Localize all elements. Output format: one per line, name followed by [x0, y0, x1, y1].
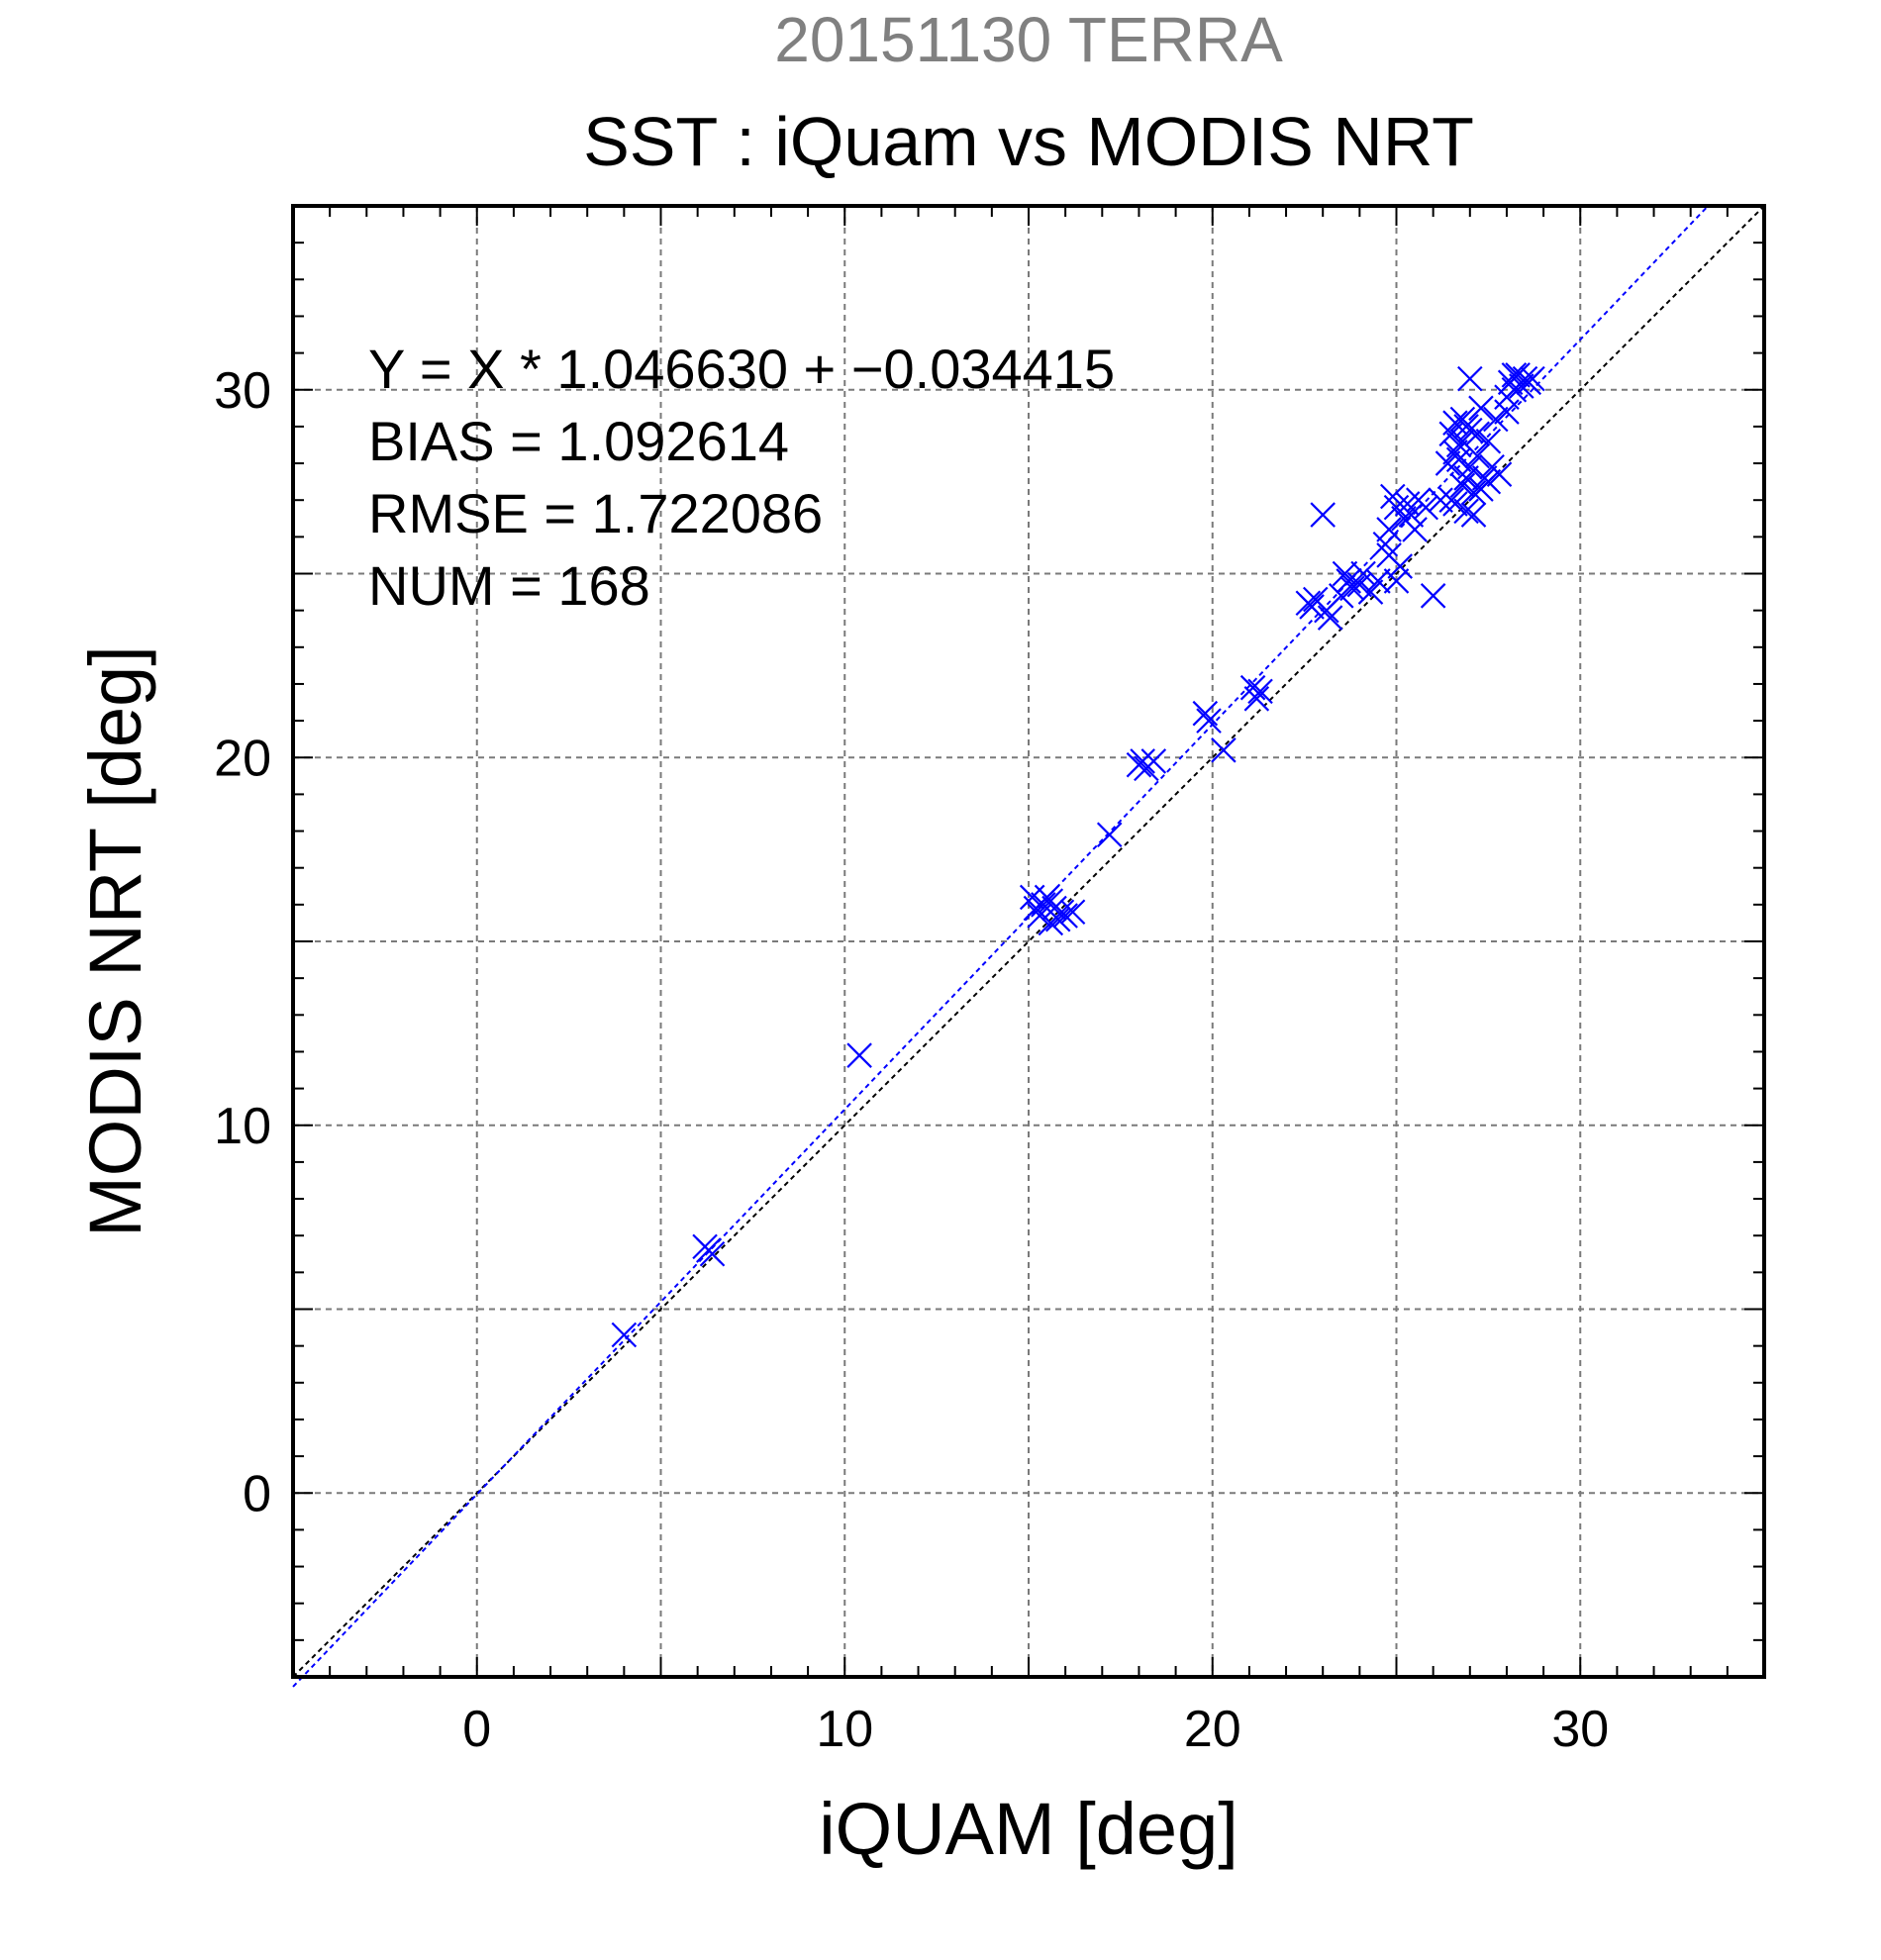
- regression-line: [292, 205, 1710, 1688]
- y-tick-label: 10: [214, 1098, 271, 1155]
- data-point: [1332, 560, 1358, 587]
- data-point: [1329, 583, 1354, 609]
- x-axis-label: iQUAM [deg]: [819, 1788, 1238, 1870]
- x-tick-label: 0: [462, 1701, 491, 1758]
- stats-line: RMSE = 1.722086: [368, 482, 823, 544]
- y-axis-label: MODIS NRT [deg]: [74, 645, 156, 1237]
- data-point: [1457, 365, 1483, 392]
- data-point: [1494, 399, 1520, 425]
- data-point: [1457, 453, 1483, 480]
- data-point: [1460, 479, 1487, 506]
- data-point: [1299, 594, 1325, 620]
- data-point: [1140, 748, 1167, 774]
- data-point: [1044, 906, 1071, 932]
- data-point: [1428, 487, 1453, 513]
- y-tick-label: 20: [214, 730, 271, 787]
- data-points: [611, 362, 1545, 1348]
- data-point: [1449, 472, 1476, 499]
- data-point: [1357, 579, 1384, 605]
- x-tick-label: 30: [1551, 1701, 1609, 1758]
- data-point: [611, 1322, 638, 1348]
- data-point: [1196, 708, 1222, 734]
- data-point: [1247, 678, 1273, 705]
- data-point: [1468, 395, 1494, 422]
- data-point: [1350, 560, 1376, 587]
- stats-line: NUM = 168: [368, 554, 650, 617]
- data-point: [1509, 373, 1534, 399]
- data-point: [1383, 568, 1410, 594]
- x-tick-label: 20: [1184, 1701, 1241, 1758]
- data-point: [1365, 568, 1391, 594]
- data-point: [1475, 468, 1502, 495]
- data-point: [1192, 700, 1219, 727]
- data-point: [1438, 487, 1464, 513]
- grid-lines: [293, 206, 1764, 1677]
- data-point: [1475, 428, 1502, 454]
- data-point: [1460, 502, 1487, 528]
- data-point: [1402, 517, 1428, 542]
- x-tick-label: 10: [816, 1701, 873, 1758]
- stats-annotation: Y = X * 1.046630 + −0.034415 BIAS = 1.092…: [368, 338, 1115, 617]
- chart-title: SST : iQuam vs MODIS NRT: [583, 103, 1474, 180]
- data-point: [846, 1042, 872, 1068]
- plot-frame: [291, 204, 1766, 1679]
- data-point: [1398, 502, 1425, 528]
- data-point: [1317, 605, 1343, 631]
- data-point: [699, 1241, 726, 1267]
- reference-lines: [292, 205, 1765, 1688]
- data-point: [1457, 417, 1483, 443]
- data-point: [1483, 406, 1509, 433]
- data-point: [1494, 384, 1520, 410]
- data-point: [1453, 498, 1479, 525]
- tick-labels: 0 10 20 30 0 10 20 30: [214, 362, 1609, 1758]
- data-point: [1449, 406, 1476, 433]
- data-point: [1442, 410, 1468, 436]
- data-point: [1486, 461, 1513, 487]
- data-point: [1130, 748, 1155, 774]
- y-tick-label: 0: [243, 1465, 271, 1522]
- data-point: [1420, 583, 1446, 609]
- data-point: [1243, 686, 1270, 712]
- data-point: [1096, 822, 1123, 848]
- stats-line: Y = X * 1.046630 + −0.034415: [368, 338, 1115, 400]
- data-point: [1376, 517, 1402, 542]
- data-point: [1038, 888, 1064, 914]
- data-point: [1376, 542, 1402, 568]
- y-tick-label: 30: [214, 362, 271, 420]
- stats-line: BIAS = 1.092614: [368, 410, 789, 472]
- data-point: [1310, 502, 1336, 528]
- data-point: [1211, 737, 1237, 763]
- data-point: [1449, 428, 1476, 454]
- data-point: [1059, 899, 1086, 926]
- data-point: [1501, 362, 1528, 388]
- chart-header: 20151130 TERRA: [774, 4, 1283, 75]
- data-point: [1413, 494, 1438, 521]
